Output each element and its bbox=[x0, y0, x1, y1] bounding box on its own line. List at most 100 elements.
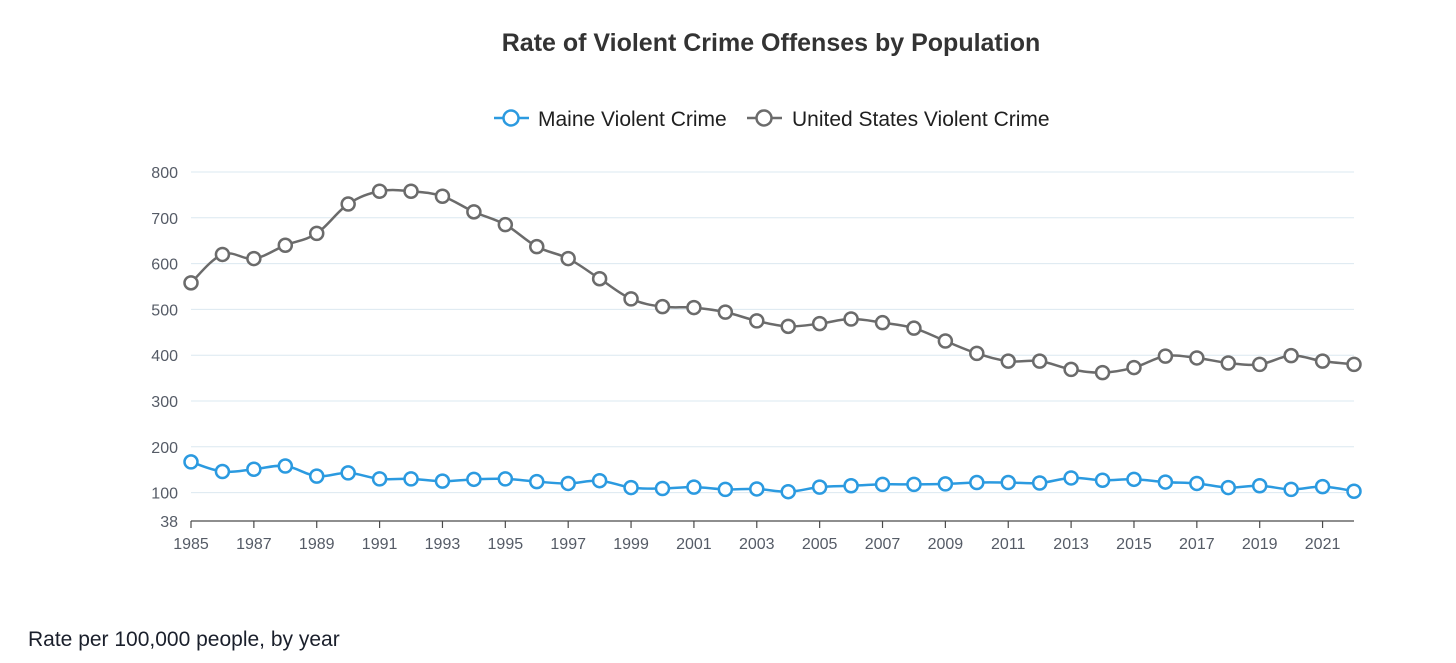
data-point[interactable] bbox=[466, 204, 482, 220]
x-tick-label: 2013 bbox=[1053, 536, 1089, 553]
data-point[interactable] bbox=[969, 474, 985, 491]
data-point[interactable] bbox=[654, 298, 671, 315]
data-point[interactable] bbox=[246, 250, 262, 267]
data-point[interactable] bbox=[403, 183, 419, 199]
data-point[interactable] bbox=[371, 183, 388, 199]
x-tick-label: 1997 bbox=[550, 536, 586, 553]
data-point[interactable] bbox=[497, 216, 514, 233]
x-tick-label: 2019 bbox=[1242, 536, 1278, 553]
data-point[interactable] bbox=[1063, 470, 1079, 486]
data-point[interactable] bbox=[1251, 356, 1268, 373]
legend-label-maine: Maine Violent Crime bbox=[538, 108, 727, 131]
data-point[interactable] bbox=[214, 246, 231, 263]
data-point[interactable] bbox=[1126, 359, 1142, 376]
data-point[interactable] bbox=[906, 320, 922, 336]
data-point[interactable] bbox=[1000, 353, 1016, 369]
legend-item-us[interactable]: United States Violent Crime bbox=[747, 108, 1050, 131]
data-point[interactable] bbox=[1346, 483, 1362, 499]
data-point[interactable] bbox=[717, 481, 734, 498]
legend-marker-us bbox=[755, 109, 773, 127]
data-point[interactable] bbox=[1000, 474, 1016, 491]
data-point[interactable] bbox=[1031, 475, 1048, 491]
x-tick-label: 2003 bbox=[739, 536, 775, 553]
data-point[interactable] bbox=[874, 476, 891, 493]
data-point[interactable] bbox=[246, 461, 262, 477]
data-point[interactable] bbox=[497, 471, 514, 487]
data-point[interactable] bbox=[906, 476, 922, 493]
data-point[interactable] bbox=[1126, 471, 1142, 488]
data-point[interactable] bbox=[466, 471, 482, 488]
data-point[interactable] bbox=[529, 238, 545, 255]
data-point[interactable] bbox=[1031, 353, 1048, 369]
data-point[interactable] bbox=[686, 479, 702, 495]
data-point[interactable] bbox=[749, 481, 765, 497]
data-point[interactable] bbox=[1220, 479, 1237, 496]
data-point[interactable] bbox=[340, 196, 356, 212]
data-point[interactable] bbox=[686, 299, 702, 316]
series bbox=[183, 183, 1362, 500]
data-point[interactable] bbox=[780, 318, 796, 335]
data-point[interactable] bbox=[1094, 364, 1111, 381]
legend[interactable]: Maine Violent Crime United States Violen… bbox=[494, 108, 1050, 131]
data-point[interactable] bbox=[340, 465, 356, 481]
data-point[interactable] bbox=[1094, 472, 1111, 488]
series-united-states bbox=[183, 183, 1362, 381]
data-point[interactable] bbox=[937, 333, 954, 349]
data-point[interactable] bbox=[1314, 478, 1331, 495]
data-point[interactable] bbox=[434, 473, 451, 489]
y-tick-label: 200 bbox=[151, 440, 178, 457]
data-point[interactable] bbox=[591, 270, 608, 287]
data-point[interactable] bbox=[780, 483, 796, 500]
data-point[interactable] bbox=[843, 311, 859, 327]
data-point[interactable] bbox=[749, 313, 765, 329]
legend-item-maine[interactable]: Maine Violent Crime bbox=[494, 108, 727, 131]
data-point[interactable] bbox=[1063, 361, 1079, 378]
data-point[interactable] bbox=[214, 463, 231, 480]
data-point[interactable] bbox=[1189, 350, 1205, 366]
x-tick-label: 1993 bbox=[425, 536, 461, 553]
data-point[interactable] bbox=[277, 237, 294, 254]
chart-title: Rate of Violent Crime Offenses by Popula… bbox=[502, 29, 1041, 57]
y-tick-label: 100 bbox=[151, 486, 178, 503]
x-tick-label: 1995 bbox=[488, 536, 524, 553]
data-point[interactable] bbox=[371, 471, 388, 487]
data-point[interactable] bbox=[969, 345, 985, 362]
x-tick-label: 2015 bbox=[1116, 536, 1152, 553]
data-point[interactable] bbox=[308, 468, 325, 484]
data-point[interactable] bbox=[717, 304, 734, 320]
data-point[interactable] bbox=[1157, 474, 1174, 490]
data-point[interactable] bbox=[403, 471, 419, 487]
data-point[interactable] bbox=[560, 475, 576, 492]
data-point[interactable] bbox=[1251, 477, 1268, 494]
data-point[interactable] bbox=[591, 472, 608, 489]
x-axis: 1985 1987 1989 1991 1993 1995 1997 1999 2001 2003… bbox=[173, 520, 1354, 553]
data-point[interactable] bbox=[623, 479, 639, 496]
y-tick-label: 500 bbox=[151, 302, 178, 319]
data-point[interactable] bbox=[560, 250, 576, 267]
y-tick-label: 700 bbox=[151, 211, 178, 228]
data-point[interactable] bbox=[623, 291, 639, 307]
data-point[interactable] bbox=[1189, 475, 1205, 492]
data-point[interactable] bbox=[1346, 356, 1362, 373]
data-point[interactable] bbox=[811, 315, 828, 332]
data-point[interactable] bbox=[1283, 347, 1299, 364]
data-point[interactable] bbox=[874, 314, 891, 331]
x-tick-label: 1985 bbox=[173, 536, 209, 553]
data-point[interactable] bbox=[654, 480, 671, 497]
data-point[interactable] bbox=[1220, 355, 1237, 371]
data-point[interactable] bbox=[937, 476, 954, 492]
y-tick-label: 300 bbox=[151, 394, 178, 411]
data-point[interactable] bbox=[434, 188, 451, 205]
x-tick-label: 1999 bbox=[613, 536, 649, 553]
data-point[interactable] bbox=[843, 477, 859, 494]
data-point[interactable] bbox=[277, 458, 294, 474]
data-point[interactable] bbox=[1283, 481, 1299, 498]
data-point[interactable] bbox=[183, 275, 199, 291]
data-point[interactable] bbox=[1314, 353, 1331, 369]
data-point[interactable] bbox=[1157, 348, 1174, 364]
data-point[interactable] bbox=[811, 479, 828, 495]
data-point[interactable] bbox=[308, 225, 325, 242]
x-tick-label: 2011 bbox=[991, 536, 1026, 553]
data-point[interactable] bbox=[529, 473, 545, 490]
data-point[interactable] bbox=[183, 454, 199, 470]
